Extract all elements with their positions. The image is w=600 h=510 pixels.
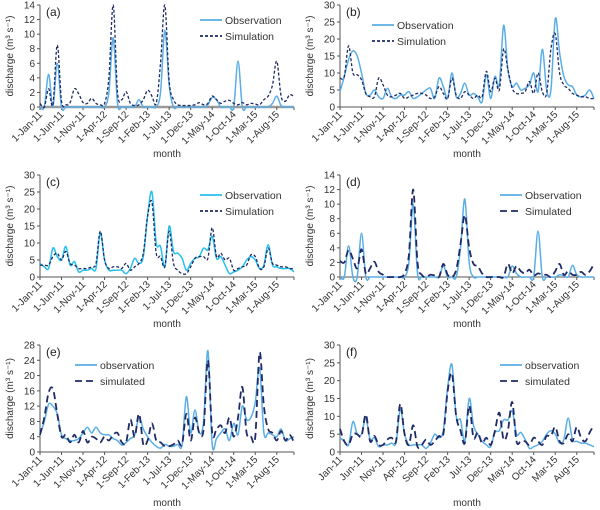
panel-label: (a) (46, 5, 61, 19)
series-line-observation (340, 18, 594, 103)
legend-label: Observation (225, 190, 282, 202)
y-axis-label: discharge (m³ s⁻¹) (305, 16, 316, 97)
y-tick-label: 25 (24, 188, 36, 199)
y-tick-label: 8 (329, 214, 335, 225)
y-tick-label: 15 (324, 394, 336, 405)
panel-label: (b) (346, 5, 361, 19)
y-tick-label: 28 (24, 341, 36, 352)
legend-label: Simulation (397, 36, 446, 48)
legend-label: observation (100, 360, 154, 372)
panel-a: 024681012141-Jan-111-Jun-111-Nov-111-Apr… (0, 0, 300, 170)
series-line-simulation (340, 190, 594, 278)
y-tick-label: 24 (24, 356, 36, 367)
x-axis-label: month (153, 149, 181, 160)
y-tick-label: 10 (324, 200, 336, 211)
y-tick-label: 6 (29, 59, 35, 70)
y-tick-label: 20 (24, 371, 36, 382)
y-tick-label: 30 (324, 341, 336, 352)
y-tick-label: 30 (324, 1, 336, 12)
panel-label: (e) (46, 345, 61, 359)
y-tick-label: 30 (24, 171, 36, 182)
y-tick-label: 25 (324, 18, 336, 29)
panel-b: 0510152025301-Jan-111-Jun-111-Nov-111-Ap… (300, 0, 600, 170)
panel-f: 051015202530Jan-11Jun-11Nov-11Apr-12Sep-… (300, 340, 600, 510)
y-tick-label: 14 (324, 171, 336, 182)
legend-label: Simulated (525, 206, 572, 218)
legend-label: Observation (225, 15, 282, 27)
y-tick-label: 6 (329, 229, 335, 240)
y-tick-label: 4 (29, 432, 35, 443)
legend-label: Observation (525, 190, 582, 202)
y-tick-label: 5 (329, 430, 335, 441)
y-tick-label: 5 (329, 86, 335, 97)
y-tick-label: 2 (29, 88, 35, 99)
x-axis-label: month (153, 319, 181, 330)
panel-d: 024681012141-Jan-111-Jun-111-Nov-111-Apr… (300, 170, 600, 340)
y-axis-label: discharge (m³ s⁻¹) (5, 16, 16, 97)
y-tick-label: 20 (324, 35, 336, 46)
y-axis-label: discharge (m³ s⁻¹) (305, 186, 316, 267)
y-tick-label: 12 (24, 402, 36, 413)
y-tick-label: 5 (29, 256, 35, 267)
y-tick-label: 2 (329, 258, 335, 269)
y-tick-label: 20 (24, 205, 36, 216)
panel-label: (d) (346, 175, 361, 189)
panel-c: 0510152025301-Jan-111-Jun-111-Nov-111-Ap… (0, 170, 300, 340)
y-tick-label: 10 (324, 69, 336, 80)
y-tick-label: 20 (324, 376, 336, 387)
panel-label: (c) (46, 175, 60, 189)
legend-label: observation (525, 360, 579, 372)
y-tick-label: 4 (329, 243, 335, 254)
legend-label: Simulation (225, 31, 274, 43)
panel-label: (f) (346, 345, 357, 359)
y-tick-label: 12 (324, 185, 336, 196)
y-tick-label: 12 (24, 15, 36, 26)
legend-label: Observation (397, 20, 454, 32)
legend-label: Simulation (225, 206, 274, 218)
y-axis-label: discharge (m³ s⁻¹) (5, 186, 16, 267)
y-axis-label: discharge (m³ s⁻¹) (5, 358, 16, 439)
x-axis-label: month (153, 498, 181, 509)
legend-label: simulated (100, 376, 145, 388)
y-tick-label: 8 (29, 417, 35, 428)
y-tick-label: 10 (24, 30, 36, 41)
panel-e: 04812162024281-Jan-111-Jun-111-Nov-111-A… (0, 340, 300, 510)
y-tick-label: 15 (24, 222, 36, 233)
y-tick-label: 25 (324, 358, 336, 369)
x-axis-label: month (453, 149, 481, 160)
y-tick-label: 10 (24, 239, 36, 250)
y-tick-label: 16 (24, 386, 36, 397)
y-tick-label: 10 (324, 412, 336, 423)
x-axis-label: month (453, 319, 481, 330)
y-axis-label: discharge (m³ s⁻¹) (305, 358, 316, 439)
y-tick-label: 15 (324, 52, 336, 63)
x-axis-label: month (453, 498, 481, 509)
y-tick-label: 14 (24, 1, 36, 12)
y-tick-label: 8 (29, 44, 35, 55)
legend-label: simulated (525, 376, 570, 388)
y-tick-label: 4 (29, 73, 35, 84)
series-line-observation (40, 191, 294, 274)
